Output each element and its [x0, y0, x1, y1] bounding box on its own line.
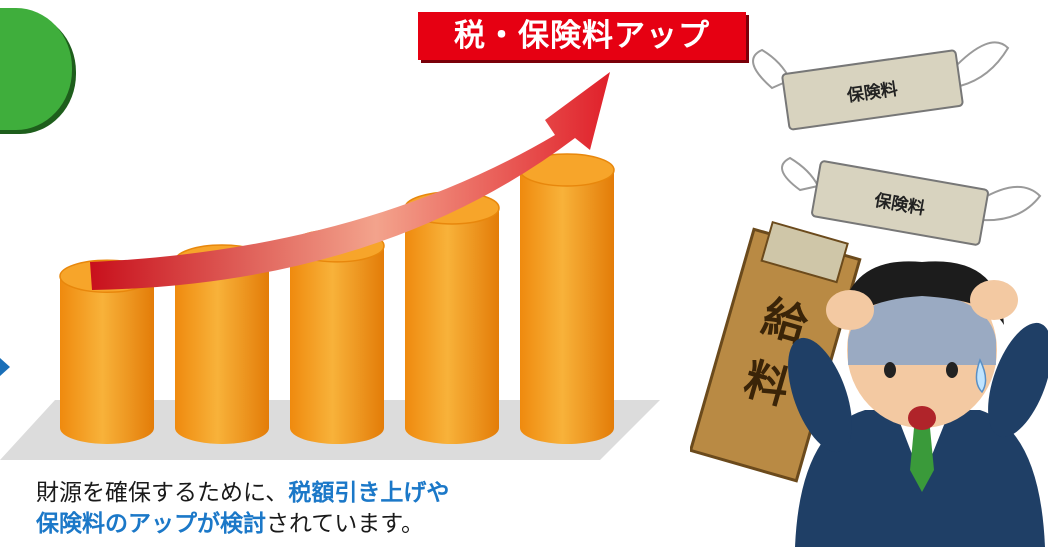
worried-salaryman-illustration: 保険料 保険料 給 料 [690, 41, 1048, 547]
flying-bill-2: 保険料 [781, 156, 1042, 246]
caption-highlight-1: 税額引き上げや [288, 480, 450, 506]
caption-part-1: 財源を確保するために、 [36, 480, 289, 506]
flying-bill-1: 保険料 [752, 41, 1010, 131]
triangle-arrow-icon [0, 358, 10, 376]
cylinder-bar [519, 153, 615, 444]
cylinder-bar [404, 191, 500, 444]
rising-arrow [90, 72, 610, 290]
caption-part-2: されています。 [266, 511, 425, 537]
caption-text: 財源を確保するために、税額引き上げや 保険料のアップが検討されています。 [36, 478, 676, 540]
salaryman [788, 261, 1048, 547]
badge-label: 税・保険料アップ [454, 18, 710, 54]
tax-insurance-up-badge: 税・保険料アップ [418, 12, 746, 60]
caption-highlight-2: 保険料のアップが検討 [36, 511, 266, 537]
cylinder-growth-chart [0, 72, 660, 460]
